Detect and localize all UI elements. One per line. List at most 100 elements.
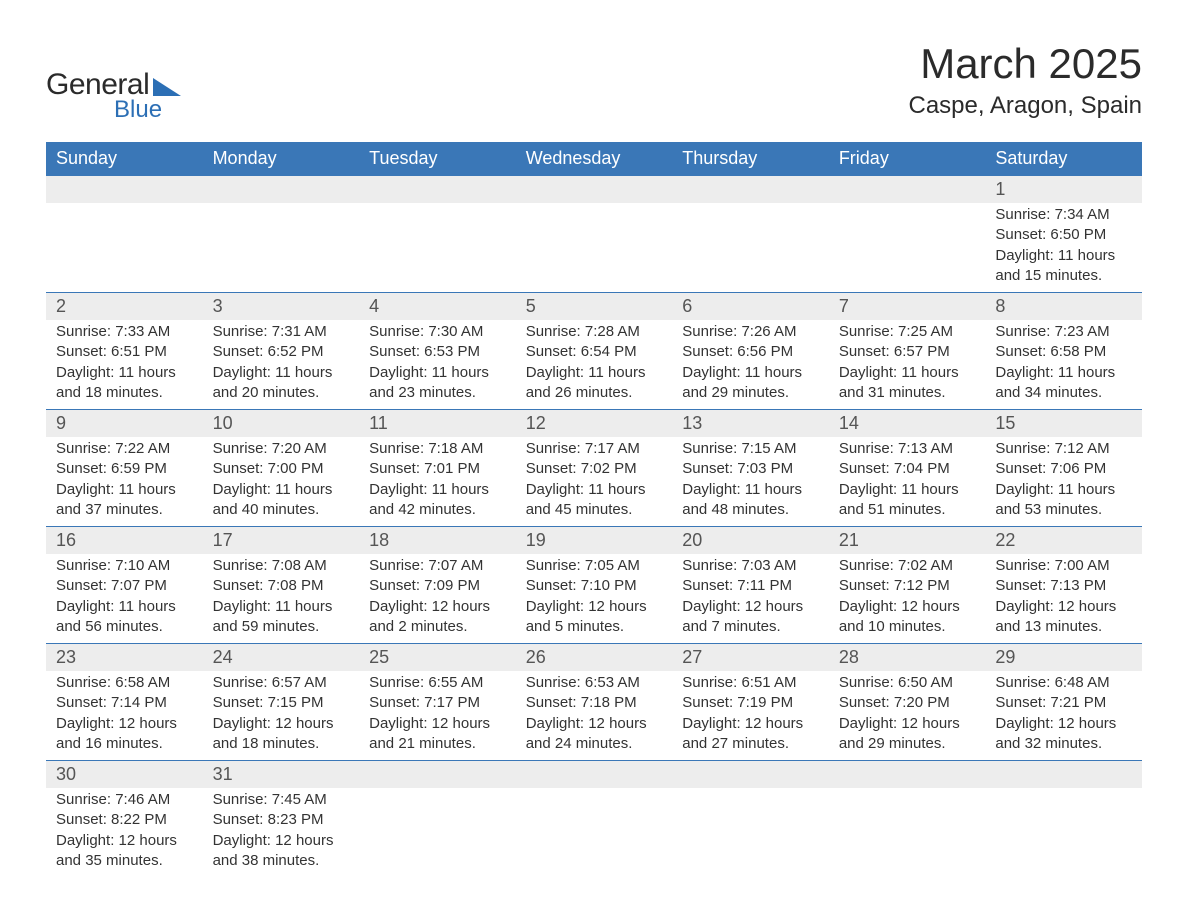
title-block: March 2025 Caspe, Aragon, Spain: [909, 40, 1143, 120]
day-detail-cell: Sunrise: 7:45 AMSunset: 8:23 PMDaylight:…: [203, 788, 360, 877]
sunrise-line: Sunrise: 7:45 AM: [213, 790, 350, 810]
sunrise-line: Sunrise: 7:26 AM: [682, 322, 819, 342]
sunrise-line: Sunrise: 7:05 AM: [526, 556, 663, 576]
day-number-cell: 5: [516, 293, 673, 321]
day-number-cell: [985, 761, 1142, 789]
day-detail-cell: Sunrise: 7:26 AMSunset: 6:56 PMDaylight:…: [672, 320, 829, 410]
day-number-cell: [516, 761, 673, 789]
calendar-table: SundayMondayTuesdayWednesdayThursdayFrid…: [46, 142, 1142, 877]
day-number-row: 3031: [46, 761, 1142, 789]
sunrise-line: Sunrise: 7:33 AM: [56, 322, 193, 342]
day-detail-cell: Sunrise: 7:00 AMSunset: 7:13 PMDaylight:…: [985, 554, 1142, 644]
daylight-line: Daylight: 12 hours and 5 minutes.: [526, 597, 663, 638]
day-number-cell: 7: [829, 293, 986, 321]
day-detail-cell: Sunrise: 7:13 AMSunset: 7:04 PMDaylight:…: [829, 437, 986, 527]
daylight-line: Daylight: 12 hours and 38 minutes.: [213, 831, 350, 872]
day-number-cell: 6: [672, 293, 829, 321]
sunrise-line: Sunrise: 7:22 AM: [56, 439, 193, 459]
daylight-line: Daylight: 11 hours and 40 minutes.: [213, 480, 350, 521]
day-number-cell: 28: [829, 644, 986, 672]
daylight-line: Daylight: 11 hours and 59 minutes.: [213, 597, 350, 638]
day-number-cell: 14: [829, 410, 986, 438]
day-detail-cell: [359, 788, 516, 877]
sunset-line: Sunset: 7:01 PM: [369, 459, 506, 479]
sunrise-line: Sunrise: 7:00 AM: [995, 556, 1132, 576]
day-number-cell: 26: [516, 644, 673, 672]
day-detail-cell: Sunrise: 7:17 AMSunset: 7:02 PMDaylight:…: [516, 437, 673, 527]
sunset-line: Sunset: 7:08 PM: [213, 576, 350, 596]
day-number-cell: 3: [203, 293, 360, 321]
sunset-line: Sunset: 6:58 PM: [995, 342, 1132, 362]
sunrise-line: Sunrise: 7:23 AM: [995, 322, 1132, 342]
sunrise-line: Sunrise: 6:57 AM: [213, 673, 350, 693]
day-number-cell: 30: [46, 761, 203, 789]
day-number-cell: [203, 176, 360, 204]
daylight-line: Daylight: 12 hours and 18 minutes.: [213, 714, 350, 755]
day-detail-row: Sunrise: 7:10 AMSunset: 7:07 PMDaylight:…: [46, 554, 1142, 644]
sunset-line: Sunset: 7:20 PM: [839, 693, 976, 713]
sunset-line: Sunset: 8:22 PM: [56, 810, 193, 830]
day-detail-cell: Sunrise: 7:25 AMSunset: 6:57 PMDaylight:…: [829, 320, 986, 410]
sunset-line: Sunset: 7:14 PM: [56, 693, 193, 713]
sunset-line: Sunset: 7:19 PM: [682, 693, 819, 713]
day-number-cell: [516, 176, 673, 204]
daylight-line: Daylight: 12 hours and 16 minutes.: [56, 714, 193, 755]
day-number-cell: 19: [516, 527, 673, 555]
sunset-line: Sunset: 7:06 PM: [995, 459, 1132, 479]
day-number-cell: 9: [46, 410, 203, 438]
daylight-line: Daylight: 11 hours and 42 minutes.: [369, 480, 506, 521]
sunrise-line: Sunrise: 7:20 AM: [213, 439, 350, 459]
page-header: General Blue March 2025 Caspe, Aragon, S…: [46, 40, 1142, 124]
sunrise-line: Sunrise: 7:03 AM: [682, 556, 819, 576]
daylight-line: Daylight: 12 hours and 29 minutes.: [839, 714, 976, 755]
sunrise-line: Sunrise: 6:53 AM: [526, 673, 663, 693]
daylight-line: Daylight: 12 hours and 24 minutes.: [526, 714, 663, 755]
day-detail-cell: Sunrise: 7:05 AMSunset: 7:10 PMDaylight:…: [516, 554, 673, 644]
day-number-row: 23242526272829: [46, 644, 1142, 672]
daylight-line: Daylight: 12 hours and 13 minutes.: [995, 597, 1132, 638]
day-detail-cell: Sunrise: 7:10 AMSunset: 7:07 PMDaylight:…: [46, 554, 203, 644]
daylight-line: Daylight: 12 hours and 7 minutes.: [682, 597, 819, 638]
sunset-line: Sunset: 6:51 PM: [56, 342, 193, 362]
day-detail-cell: Sunrise: 7:12 AMSunset: 7:06 PMDaylight:…: [985, 437, 1142, 527]
sunrise-line: Sunrise: 7:13 AM: [839, 439, 976, 459]
daylight-line: Daylight: 11 hours and 23 minutes.: [369, 363, 506, 404]
sunrise-line: Sunrise: 7:02 AM: [839, 556, 976, 576]
weekday-header-row: SundayMondayTuesdayWednesdayThursdayFrid…: [46, 142, 1142, 176]
day-number-cell: [46, 176, 203, 204]
day-detail-cell: [203, 203, 360, 293]
sunset-line: Sunset: 7:21 PM: [995, 693, 1132, 713]
sunrise-line: Sunrise: 7:30 AM: [369, 322, 506, 342]
day-detail-cell: Sunrise: 7:23 AMSunset: 6:58 PMDaylight:…: [985, 320, 1142, 410]
day-number-cell: [359, 176, 516, 204]
day-detail-cell: Sunrise: 7:08 AMSunset: 7:08 PMDaylight:…: [203, 554, 360, 644]
weekday-header: Monday: [203, 142, 360, 176]
day-detail-cell: Sunrise: 7:18 AMSunset: 7:01 PMDaylight:…: [359, 437, 516, 527]
day-number-cell: 11: [359, 410, 516, 438]
sunrise-line: Sunrise: 6:58 AM: [56, 673, 193, 693]
calendar-body: 1Sunrise: 7:34 AMSunset: 6:50 PMDaylight…: [46, 176, 1142, 878]
day-number-cell: 2: [46, 293, 203, 321]
day-detail-cell: Sunrise: 6:51 AMSunset: 7:19 PMDaylight:…: [672, 671, 829, 761]
sunset-line: Sunset: 7:12 PM: [839, 576, 976, 596]
day-number-cell: 16: [46, 527, 203, 555]
day-number-cell: 13: [672, 410, 829, 438]
day-number-row: 16171819202122: [46, 527, 1142, 555]
day-number-cell: 24: [203, 644, 360, 672]
day-detail-row: Sunrise: 6:58 AMSunset: 7:14 PMDaylight:…: [46, 671, 1142, 761]
day-number-row: 1: [46, 176, 1142, 204]
day-number-cell: 17: [203, 527, 360, 555]
sunrise-line: Sunrise: 7:46 AM: [56, 790, 193, 810]
sunset-line: Sunset: 6:50 PM: [995, 225, 1132, 245]
sunrise-line: Sunrise: 7:12 AM: [995, 439, 1132, 459]
sunset-line: Sunset: 7:02 PM: [526, 459, 663, 479]
day-number-cell: [672, 176, 829, 204]
day-detail-cell: Sunrise: 6:53 AMSunset: 7:18 PMDaylight:…: [516, 671, 673, 761]
sunset-line: Sunset: 7:17 PM: [369, 693, 506, 713]
sunset-line: Sunset: 7:04 PM: [839, 459, 976, 479]
day-number-cell: 12: [516, 410, 673, 438]
daylight-line: Daylight: 11 hours and 20 minutes.: [213, 363, 350, 404]
day-number-cell: 23: [46, 644, 203, 672]
sunset-line: Sunset: 7:15 PM: [213, 693, 350, 713]
day-number-cell: [672, 761, 829, 789]
